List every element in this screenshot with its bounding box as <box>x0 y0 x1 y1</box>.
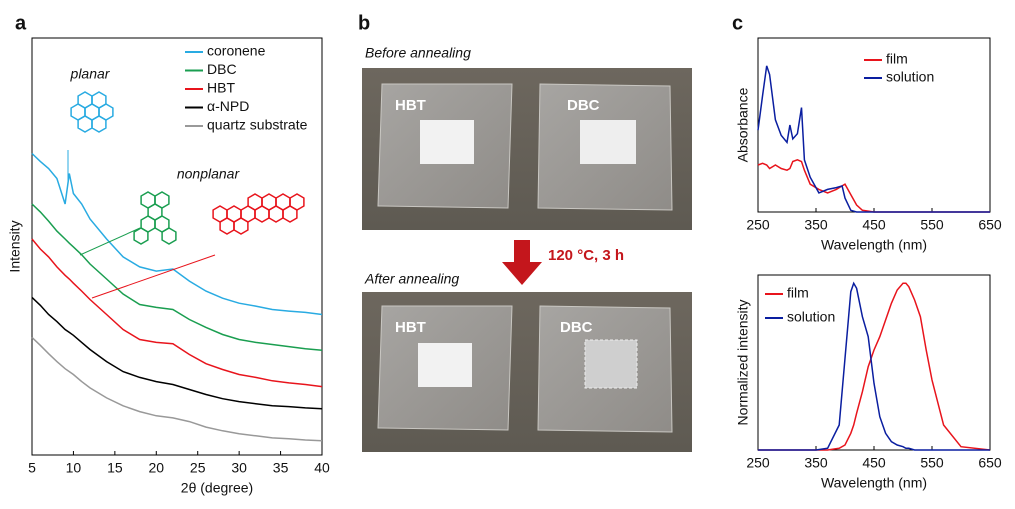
plot-frame <box>757 274 991 451</box>
x-axis-label: Wavelength (nm) <box>821 237 927 253</box>
data-line <box>31 336 323 442</box>
x-tick-label: 15 <box>107 460 123 476</box>
photo-label: HBT <box>395 319 426 336</box>
x-tick-label: 35 <box>273 460 289 476</box>
molecule-ring <box>261 193 277 211</box>
molecule-ring <box>219 217 235 235</box>
x-tick-label: 10 <box>66 460 82 476</box>
legend-label: film <box>787 285 809 301</box>
molecule-ring <box>77 115 93 133</box>
film-square <box>418 343 472 387</box>
film-square <box>420 120 474 164</box>
data-line <box>31 296 323 410</box>
annotation: nonplanar <box>177 166 241 182</box>
x-tick-label: 40 <box>314 460 330 476</box>
data-line <box>758 282 991 451</box>
x-tick-label: 20 <box>148 460 164 476</box>
molecule-ring <box>247 193 263 211</box>
photo-caption: After annealing <box>364 271 459 287</box>
legend-label: HBT <box>207 80 235 96</box>
molecule-ring <box>233 217 249 235</box>
data-line <box>31 238 323 388</box>
panel-label: c <box>732 12 743 34</box>
x-tick-label: 450 <box>862 217 886 233</box>
panel-label: b <box>358 12 370 34</box>
photo-label: HBT <box>395 97 426 114</box>
x-tick-label: 550 <box>920 455 944 471</box>
film-square <box>580 120 636 164</box>
legend-label: solution <box>787 309 835 325</box>
plot-frame <box>31 37 323 456</box>
photo-label: DBC <box>560 319 593 336</box>
panel-label: a <box>15 12 27 34</box>
x-tick-label: 350 <box>804 455 828 471</box>
x-tick-label: 350 <box>804 217 828 233</box>
molecule-ring <box>91 115 107 133</box>
y-axis-label: Normalized intensity <box>735 299 751 425</box>
x-tick-label: 650 <box>978 455 1002 471</box>
x-tick-label: 250 <box>746 455 770 471</box>
film-square <box>584 339 638 389</box>
legend-label: α-NPD <box>207 98 249 114</box>
legend-label: DBC <box>207 61 237 77</box>
molecule-ring <box>161 227 177 245</box>
y-axis-label: Intensity <box>7 220 23 272</box>
photo-caption: Before annealing <box>365 45 471 61</box>
x-axis-label: 2θ (degree) <box>181 480 253 496</box>
photo-panel: Before annealing HBT DBC 120 °C, 3 h Aft… <box>362 45 692 452</box>
plot-frame <box>757 37 991 213</box>
x-tick-label: 25 <box>190 460 206 476</box>
condition: 120 °C, 3 h <box>548 247 624 264</box>
photo-label: DBC <box>567 97 600 114</box>
data-line <box>757 65 990 213</box>
molecule-ring <box>282 205 298 223</box>
pointer <box>91 254 216 299</box>
x-tick-label: 250 <box>746 217 770 233</box>
x-tick-label: 30 <box>231 460 247 476</box>
data-line <box>31 152 323 316</box>
molecule-ring <box>133 227 149 245</box>
arrow <box>502 240 542 285</box>
data-line <box>31 203 323 352</box>
x-axis-label: Wavelength (nm) <box>821 475 927 491</box>
x-tick-label: 450 <box>862 455 886 471</box>
x-tick-label: 5 <box>28 460 36 476</box>
x-tick-label: 550 <box>920 217 944 233</box>
data-line <box>758 281 990 451</box>
legend-label: coronene <box>207 43 266 59</box>
pointer <box>79 227 141 256</box>
legend-label: quartz substrate <box>207 117 308 133</box>
y-axis-label: Absorbance <box>735 87 751 162</box>
legend-label: solution <box>886 69 934 85</box>
legend-label: film <box>886 51 908 67</box>
x-tick-label: 650 <box>978 217 1002 233</box>
data-line <box>757 158 990 213</box>
annotation: planar <box>70 66 111 82</box>
